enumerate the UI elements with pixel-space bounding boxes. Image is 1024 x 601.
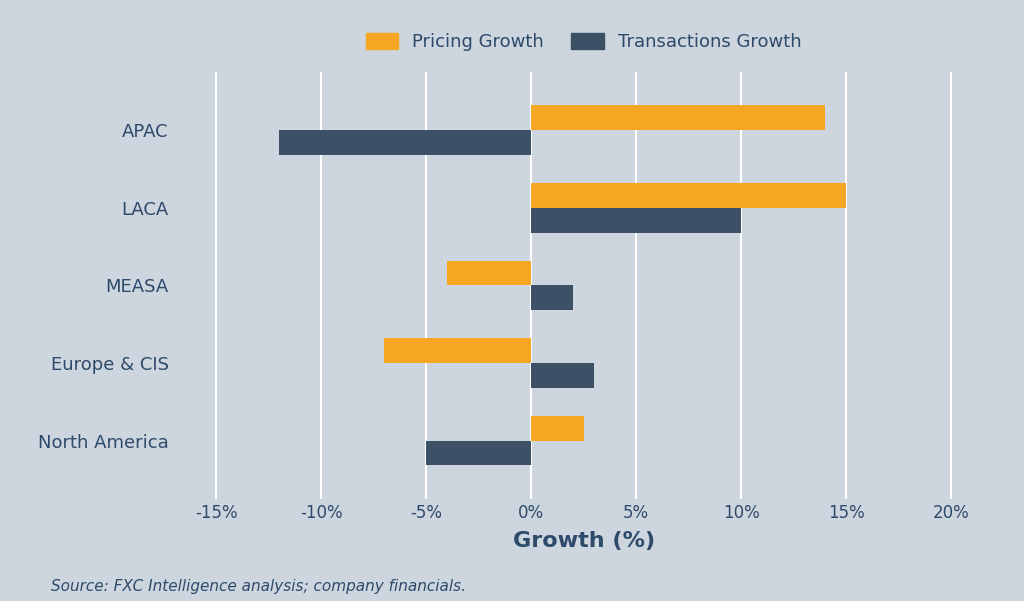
Text: Source: FXC Intelligence analysis; company financials.: Source: FXC Intelligence analysis; compa… xyxy=(51,579,466,594)
Bar xyxy=(531,285,573,310)
X-axis label: Growth (%): Growth (%) xyxy=(513,531,654,551)
Bar xyxy=(531,363,594,388)
Bar xyxy=(426,441,531,465)
Bar xyxy=(280,130,531,155)
Bar xyxy=(384,338,531,363)
Legend: Pricing Growth, Transactions Growth: Pricing Growth, Transactions Growth xyxy=(358,26,809,58)
Bar xyxy=(531,416,584,441)
Bar xyxy=(531,183,846,208)
Bar xyxy=(447,261,531,285)
Bar xyxy=(531,208,741,233)
Bar xyxy=(531,106,825,130)
